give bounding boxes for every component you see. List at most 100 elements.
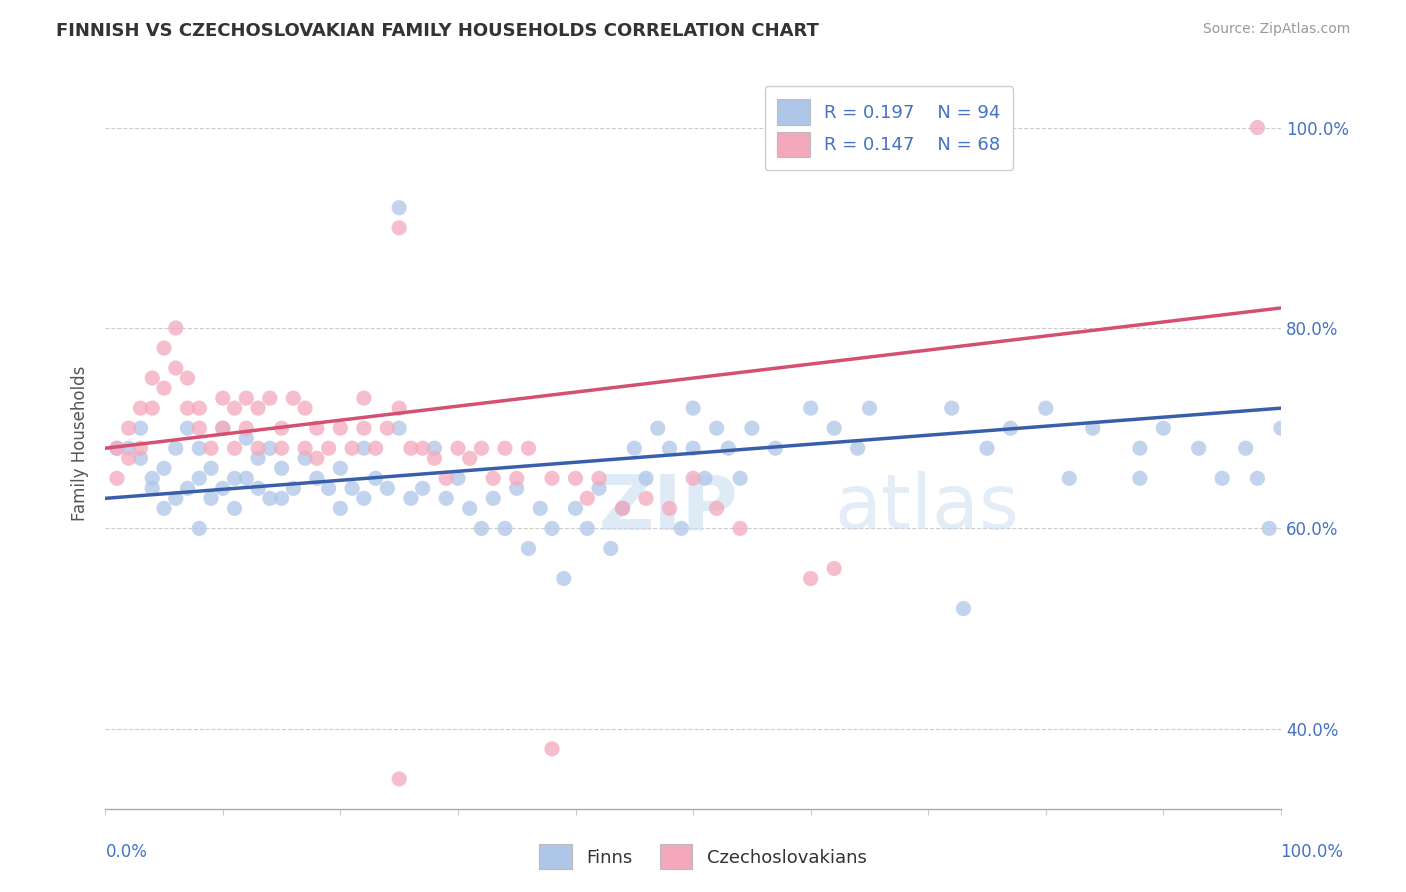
Point xyxy=(623,442,645,456)
Point xyxy=(434,471,457,485)
Point xyxy=(118,442,141,456)
Point xyxy=(1246,120,1268,135)
Point xyxy=(541,742,564,756)
Point xyxy=(682,401,704,416)
Point xyxy=(211,481,233,495)
Point xyxy=(141,371,163,385)
Point xyxy=(129,442,152,456)
Point xyxy=(612,501,634,516)
Text: Source: ZipAtlas.com: Source: ZipAtlas.com xyxy=(1202,22,1350,37)
Point xyxy=(294,442,316,456)
Point xyxy=(800,401,823,416)
Point xyxy=(200,491,222,506)
Point xyxy=(200,442,222,456)
Point xyxy=(1152,421,1174,435)
Point xyxy=(283,481,305,495)
Point xyxy=(612,501,634,516)
Point xyxy=(470,521,492,535)
Point xyxy=(294,401,316,416)
Text: 0.0%: 0.0% xyxy=(105,843,148,861)
Point xyxy=(564,501,586,516)
Point xyxy=(388,220,411,235)
Point xyxy=(658,501,681,516)
Point xyxy=(599,541,621,556)
Point xyxy=(1234,442,1257,456)
Point xyxy=(412,442,434,456)
Point xyxy=(588,471,610,485)
Point xyxy=(176,421,198,435)
Point xyxy=(165,321,187,335)
Point xyxy=(353,391,375,405)
Point xyxy=(329,421,352,435)
Y-axis label: Family Households: Family Households xyxy=(72,366,89,521)
Text: ZIP: ZIP xyxy=(599,471,738,545)
Point xyxy=(259,442,281,456)
Point xyxy=(447,442,470,456)
Point xyxy=(399,491,422,506)
Point xyxy=(1270,421,1292,435)
Point xyxy=(224,471,246,485)
Point xyxy=(388,772,411,786)
Point xyxy=(153,341,176,355)
Point xyxy=(141,401,163,416)
Point xyxy=(211,391,233,405)
Point xyxy=(494,521,516,535)
Point xyxy=(118,451,141,466)
Point xyxy=(1081,421,1104,435)
Point xyxy=(494,442,516,456)
Point xyxy=(1035,401,1057,416)
Point xyxy=(224,501,246,516)
Point xyxy=(329,461,352,475)
Point xyxy=(576,491,599,506)
Point xyxy=(647,421,669,435)
Point xyxy=(553,572,575,586)
Point xyxy=(377,421,399,435)
Point xyxy=(717,442,740,456)
Point xyxy=(153,381,176,395)
Point xyxy=(364,442,387,456)
Point xyxy=(399,442,422,456)
Legend: Finns, Czechoslovakians: Finns, Czechoslovakians xyxy=(530,835,876,879)
Point xyxy=(176,481,198,495)
Point xyxy=(283,391,305,405)
Point xyxy=(364,471,387,485)
Point xyxy=(728,471,751,485)
Point xyxy=(129,451,152,466)
Point xyxy=(706,501,728,516)
Point xyxy=(270,442,292,456)
Point xyxy=(541,521,564,535)
Point xyxy=(412,481,434,495)
Point xyxy=(1129,471,1152,485)
Point xyxy=(211,421,233,435)
Legend: R = 0.197    N = 94, R = 0.147    N = 68: R = 0.197 N = 94, R = 0.147 N = 68 xyxy=(765,87,1014,170)
Point xyxy=(188,471,211,485)
Point xyxy=(671,521,693,535)
Point xyxy=(517,442,540,456)
Point xyxy=(823,561,845,575)
Point xyxy=(1059,471,1081,485)
Point xyxy=(153,501,176,516)
Point xyxy=(165,442,187,456)
Point xyxy=(728,521,751,535)
Point xyxy=(105,471,128,485)
Point xyxy=(353,421,375,435)
Point xyxy=(800,572,823,586)
Point xyxy=(447,471,470,485)
Point xyxy=(682,471,704,485)
Point xyxy=(941,401,963,416)
Point xyxy=(541,471,564,485)
Point xyxy=(165,491,187,506)
Point xyxy=(294,451,316,466)
Point xyxy=(118,421,141,435)
Point xyxy=(482,491,505,506)
Point xyxy=(247,481,270,495)
Point xyxy=(388,401,411,416)
Point xyxy=(823,421,845,435)
Point xyxy=(1188,442,1211,456)
Point xyxy=(952,601,974,615)
Point xyxy=(259,491,281,506)
Point xyxy=(1211,471,1233,485)
Point xyxy=(529,501,551,516)
Point xyxy=(247,442,270,456)
Point xyxy=(129,421,152,435)
